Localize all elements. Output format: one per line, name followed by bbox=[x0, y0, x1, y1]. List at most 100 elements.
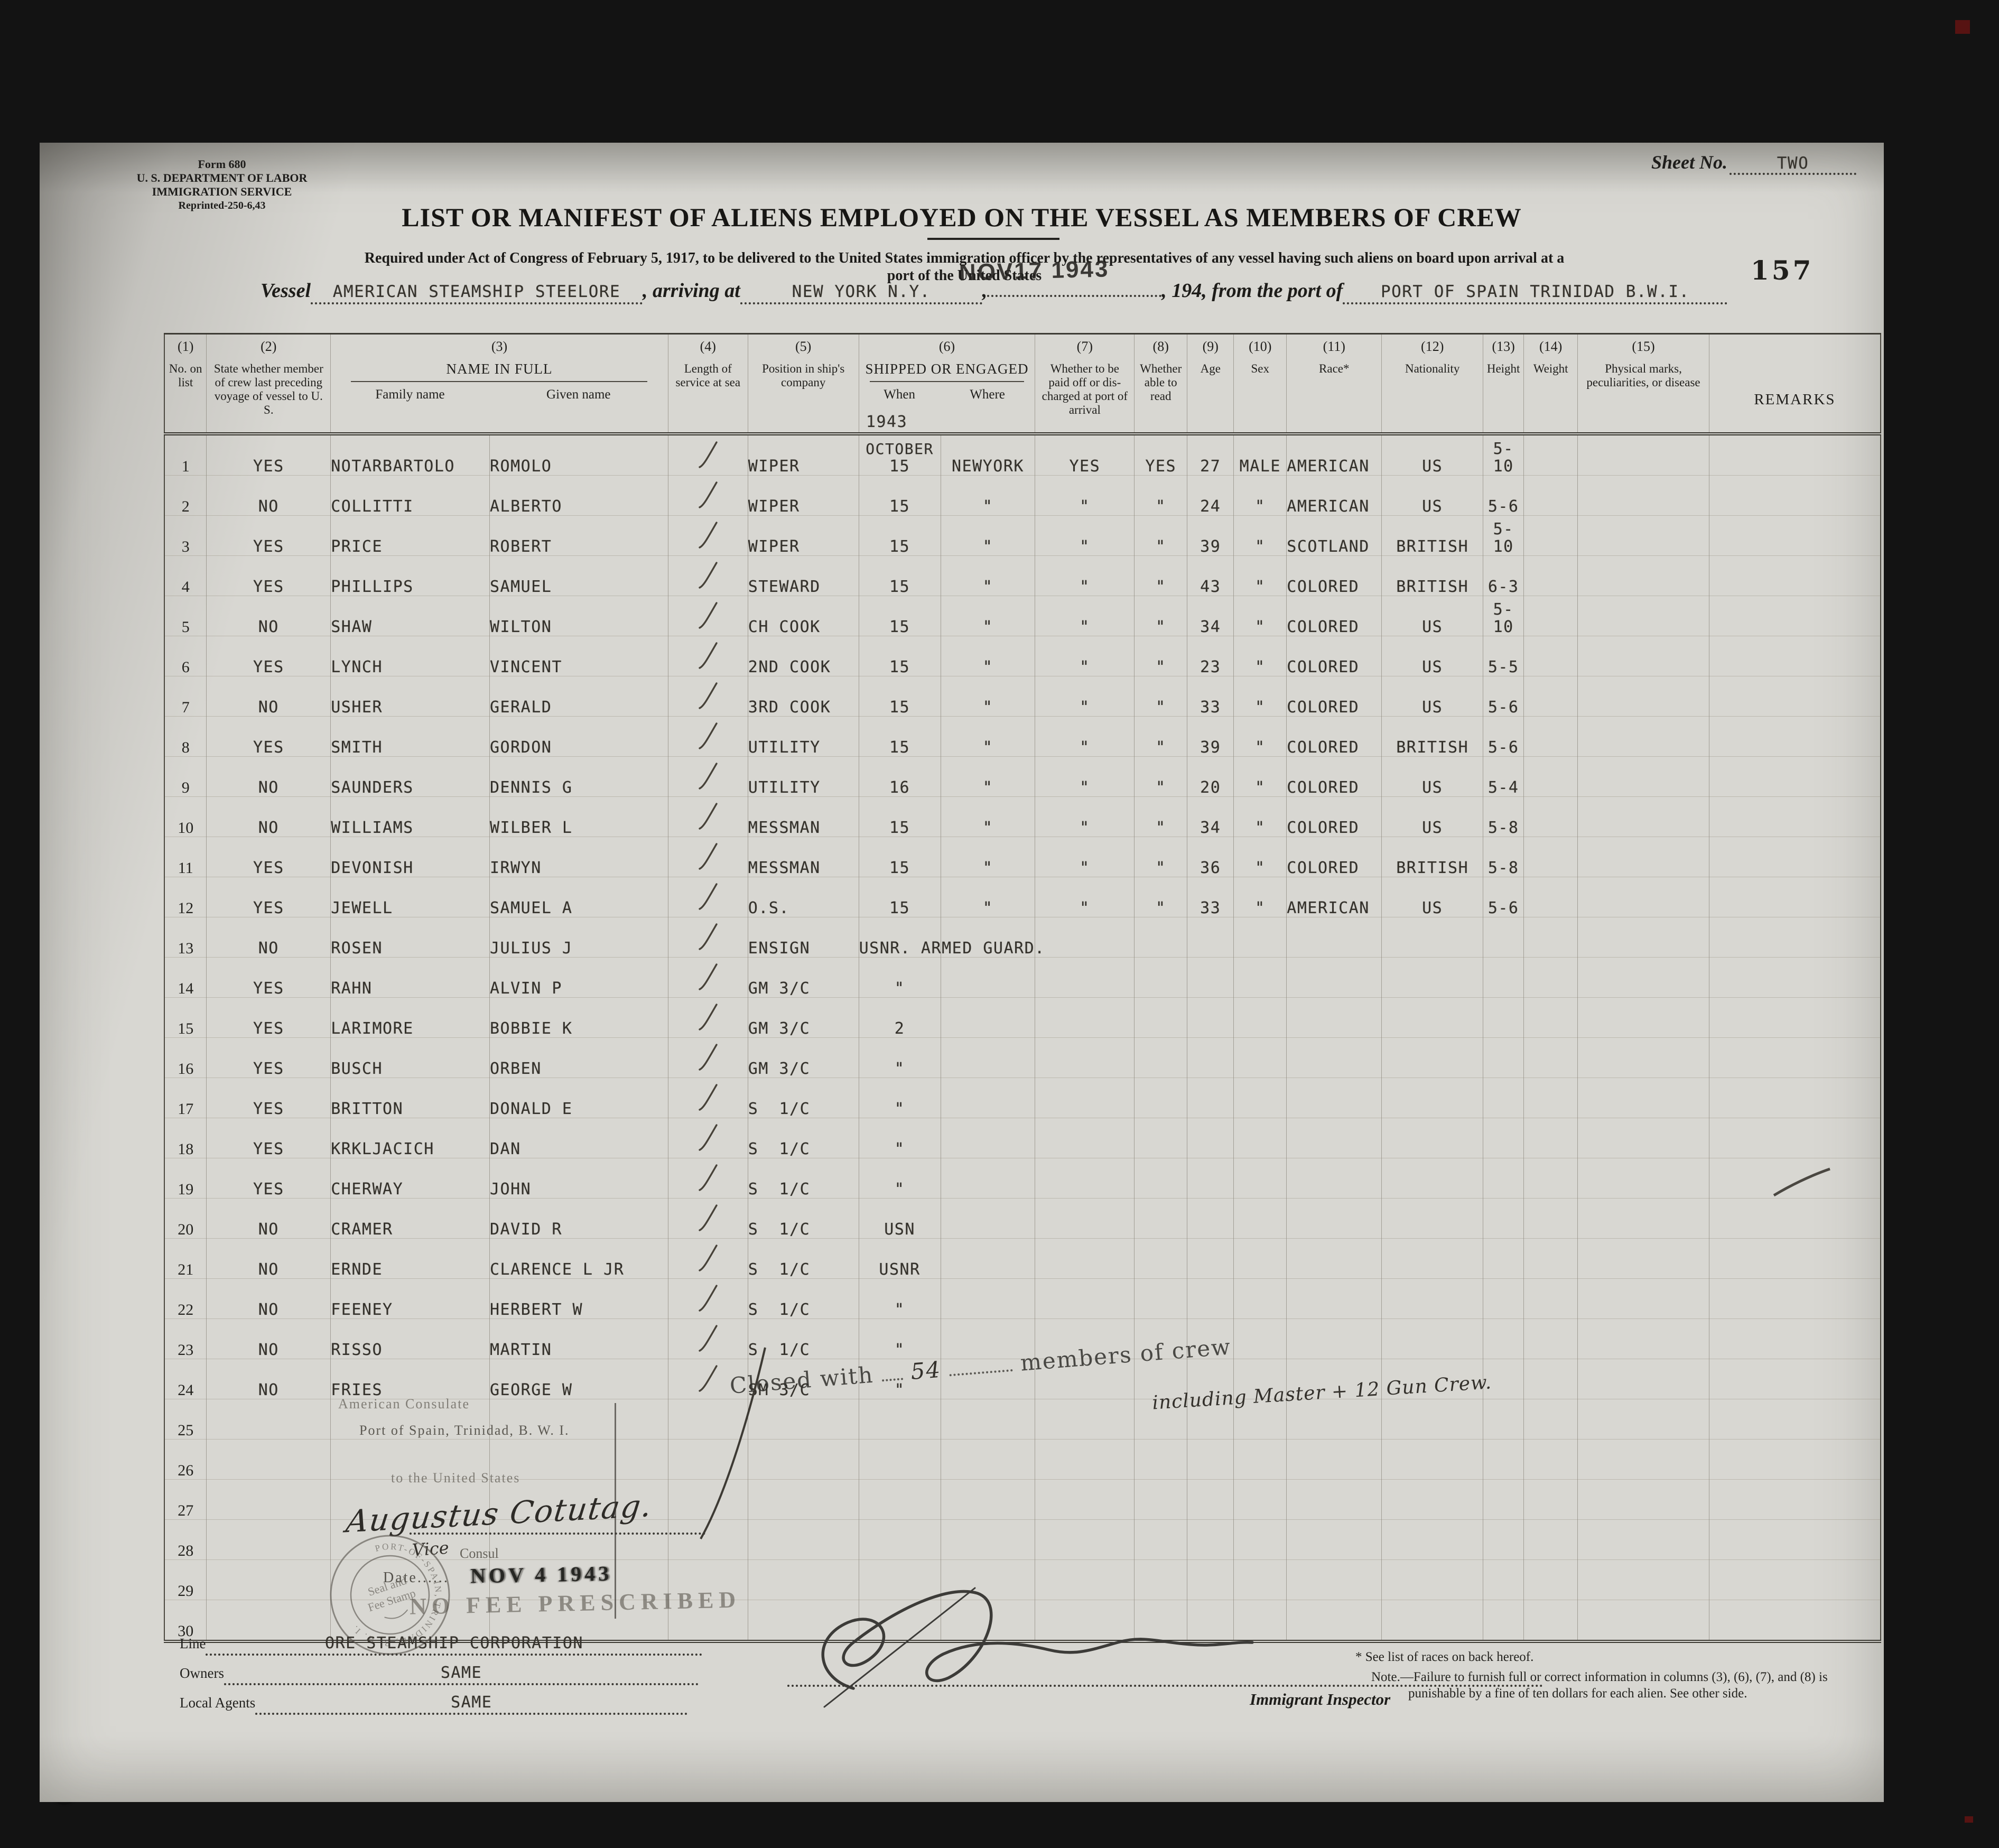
cell-race: COLORED bbox=[1286, 596, 1382, 636]
cell-member: YES bbox=[206, 555, 331, 596]
cell-service-mark bbox=[668, 1318, 748, 1359]
cell-age bbox=[1187, 997, 1234, 1038]
cell-remarks bbox=[1709, 676, 1881, 717]
cell-age bbox=[1187, 1439, 1234, 1480]
cell-race bbox=[1286, 1439, 1382, 1480]
cell-member bbox=[206, 1519, 331, 1560]
cell-nationality: BRITISH bbox=[1381, 837, 1484, 877]
cell-nationality: BRITISH bbox=[1381, 515, 1484, 556]
cell-family bbox=[330, 1399, 490, 1440]
cell-when: 2 bbox=[859, 997, 941, 1038]
cell-when: USNR bbox=[859, 1238, 941, 1279]
cell-where: " bbox=[941, 636, 1036, 676]
cell-marks bbox=[1577, 957, 1709, 998]
service-checkmark bbox=[699, 923, 718, 950]
cell-no: 21 bbox=[164, 1238, 207, 1279]
cell-height bbox=[1483, 1519, 1524, 1560]
cell-service-mark bbox=[668, 475, 748, 516]
service-checkmark bbox=[699, 1204, 718, 1231]
col-race: (11) Race* bbox=[1286, 333, 1382, 435]
cell-read bbox=[1134, 1439, 1188, 1480]
port-of-label: , from the port of bbox=[1202, 280, 1343, 302]
cell-remarks bbox=[1709, 1399, 1881, 1440]
cell-family: FEENEY bbox=[330, 1278, 490, 1319]
col-weight: (14) Weight bbox=[1523, 333, 1578, 435]
subcol-when: When bbox=[884, 387, 915, 402]
consulate-date-stamp: NOV 4 1943 bbox=[470, 1561, 612, 1588]
cell-remarks bbox=[1709, 1238, 1881, 1279]
cell-nationality: US bbox=[1381, 796, 1484, 837]
cell-family: KRKLJACICH bbox=[330, 1118, 490, 1158]
cell-height bbox=[1483, 1078, 1524, 1118]
cell-age bbox=[1187, 1037, 1234, 1078]
cell-no: 9 bbox=[164, 756, 207, 797]
cell-read bbox=[1134, 1198, 1188, 1239]
cell-weight bbox=[1523, 997, 1578, 1038]
cell-where bbox=[941, 1037, 1036, 1078]
cell-remarks bbox=[1709, 1559, 1881, 1600]
cell-member: YES bbox=[206, 434, 331, 476]
cell-where: " bbox=[941, 756, 1036, 797]
service-checkmark bbox=[699, 1044, 718, 1071]
cell-age bbox=[1187, 1519, 1234, 1560]
cell-height bbox=[1483, 1118, 1524, 1158]
cell-age: 27 bbox=[1187, 434, 1234, 476]
form-service: IMMIGRATION SERVICE bbox=[152, 185, 292, 198]
cell-sex: " bbox=[1233, 676, 1287, 717]
crew-row: 26 bbox=[164, 1439, 1881, 1480]
cell-paid bbox=[1035, 1118, 1135, 1158]
cell-nationality bbox=[1381, 957, 1484, 998]
cell-paid bbox=[1035, 997, 1135, 1038]
cell-family: ROSEN bbox=[330, 917, 490, 958]
cell-remarks bbox=[1709, 1519, 1881, 1560]
cell-paid bbox=[1035, 1158, 1135, 1199]
cell-where: " bbox=[941, 796, 1036, 837]
cell-paid bbox=[1035, 1559, 1135, 1600]
cell-read bbox=[1134, 1519, 1188, 1560]
signature-dotted-line bbox=[410, 1533, 705, 1535]
cell-when: OCTOBER 15 bbox=[859, 434, 941, 476]
cell-position: S 1/C bbox=[748, 1078, 859, 1118]
cell-given: DONALD E bbox=[489, 1078, 668, 1118]
cell-nationality bbox=[1381, 917, 1484, 958]
crew-row: 25 bbox=[164, 1399, 1881, 1440]
cell-no: 12 bbox=[164, 877, 207, 917]
cell-weight bbox=[1523, 596, 1578, 636]
cell-given: GERALD bbox=[489, 676, 668, 717]
cell-age: 24 bbox=[1187, 475, 1234, 516]
cell-sex: " bbox=[1233, 716, 1287, 757]
page-title: LIST OR MANIFEST OF ALIENS EMPLOYED ON T… bbox=[402, 202, 1522, 232]
cell-no: 28 bbox=[164, 1519, 207, 1560]
cell-family: PRICE bbox=[330, 515, 490, 556]
cell-age: 34 bbox=[1187, 596, 1234, 636]
cell-service-mark bbox=[668, 997, 748, 1038]
cell-age: 33 bbox=[1187, 877, 1234, 917]
cell-weight bbox=[1523, 475, 1578, 516]
races-footnote: * See list of races on back hereof. bbox=[1355, 1650, 1534, 1664]
cell-nationality: US bbox=[1381, 756, 1484, 797]
cell-family bbox=[330, 1600, 490, 1642]
cell-height: 5-6 bbox=[1483, 475, 1524, 516]
col-length-of-service: (4) Length of service at sea bbox=[668, 333, 748, 435]
cell-member: YES bbox=[206, 1078, 331, 1118]
cell-marks bbox=[1577, 1078, 1709, 1118]
cell-where bbox=[941, 1519, 1036, 1560]
cell-height: 5-8 bbox=[1483, 837, 1524, 877]
cell-weight bbox=[1523, 917, 1578, 958]
sheet-number: Sheet No. TWO bbox=[1651, 151, 1856, 175]
cell-family: USHER bbox=[330, 676, 490, 717]
cell-read: " bbox=[1134, 877, 1188, 917]
cell-family: FRIES bbox=[330, 1359, 490, 1399]
crew-row: 28 bbox=[164, 1519, 1881, 1560]
cell-when: 15 bbox=[859, 515, 941, 556]
cell-service-mark bbox=[668, 1078, 748, 1118]
cell-race bbox=[1286, 1158, 1382, 1199]
stamp-box-border bbox=[615, 1403, 616, 1619]
cell-family: SHAW bbox=[330, 596, 490, 636]
cell-race bbox=[1286, 1278, 1382, 1319]
scan-corner-mark bbox=[1955, 20, 1970, 34]
cell-where bbox=[941, 1318, 1036, 1359]
cell-position bbox=[748, 1439, 859, 1480]
cell-read: " bbox=[1134, 555, 1188, 596]
cell-service-mark bbox=[668, 434, 748, 476]
